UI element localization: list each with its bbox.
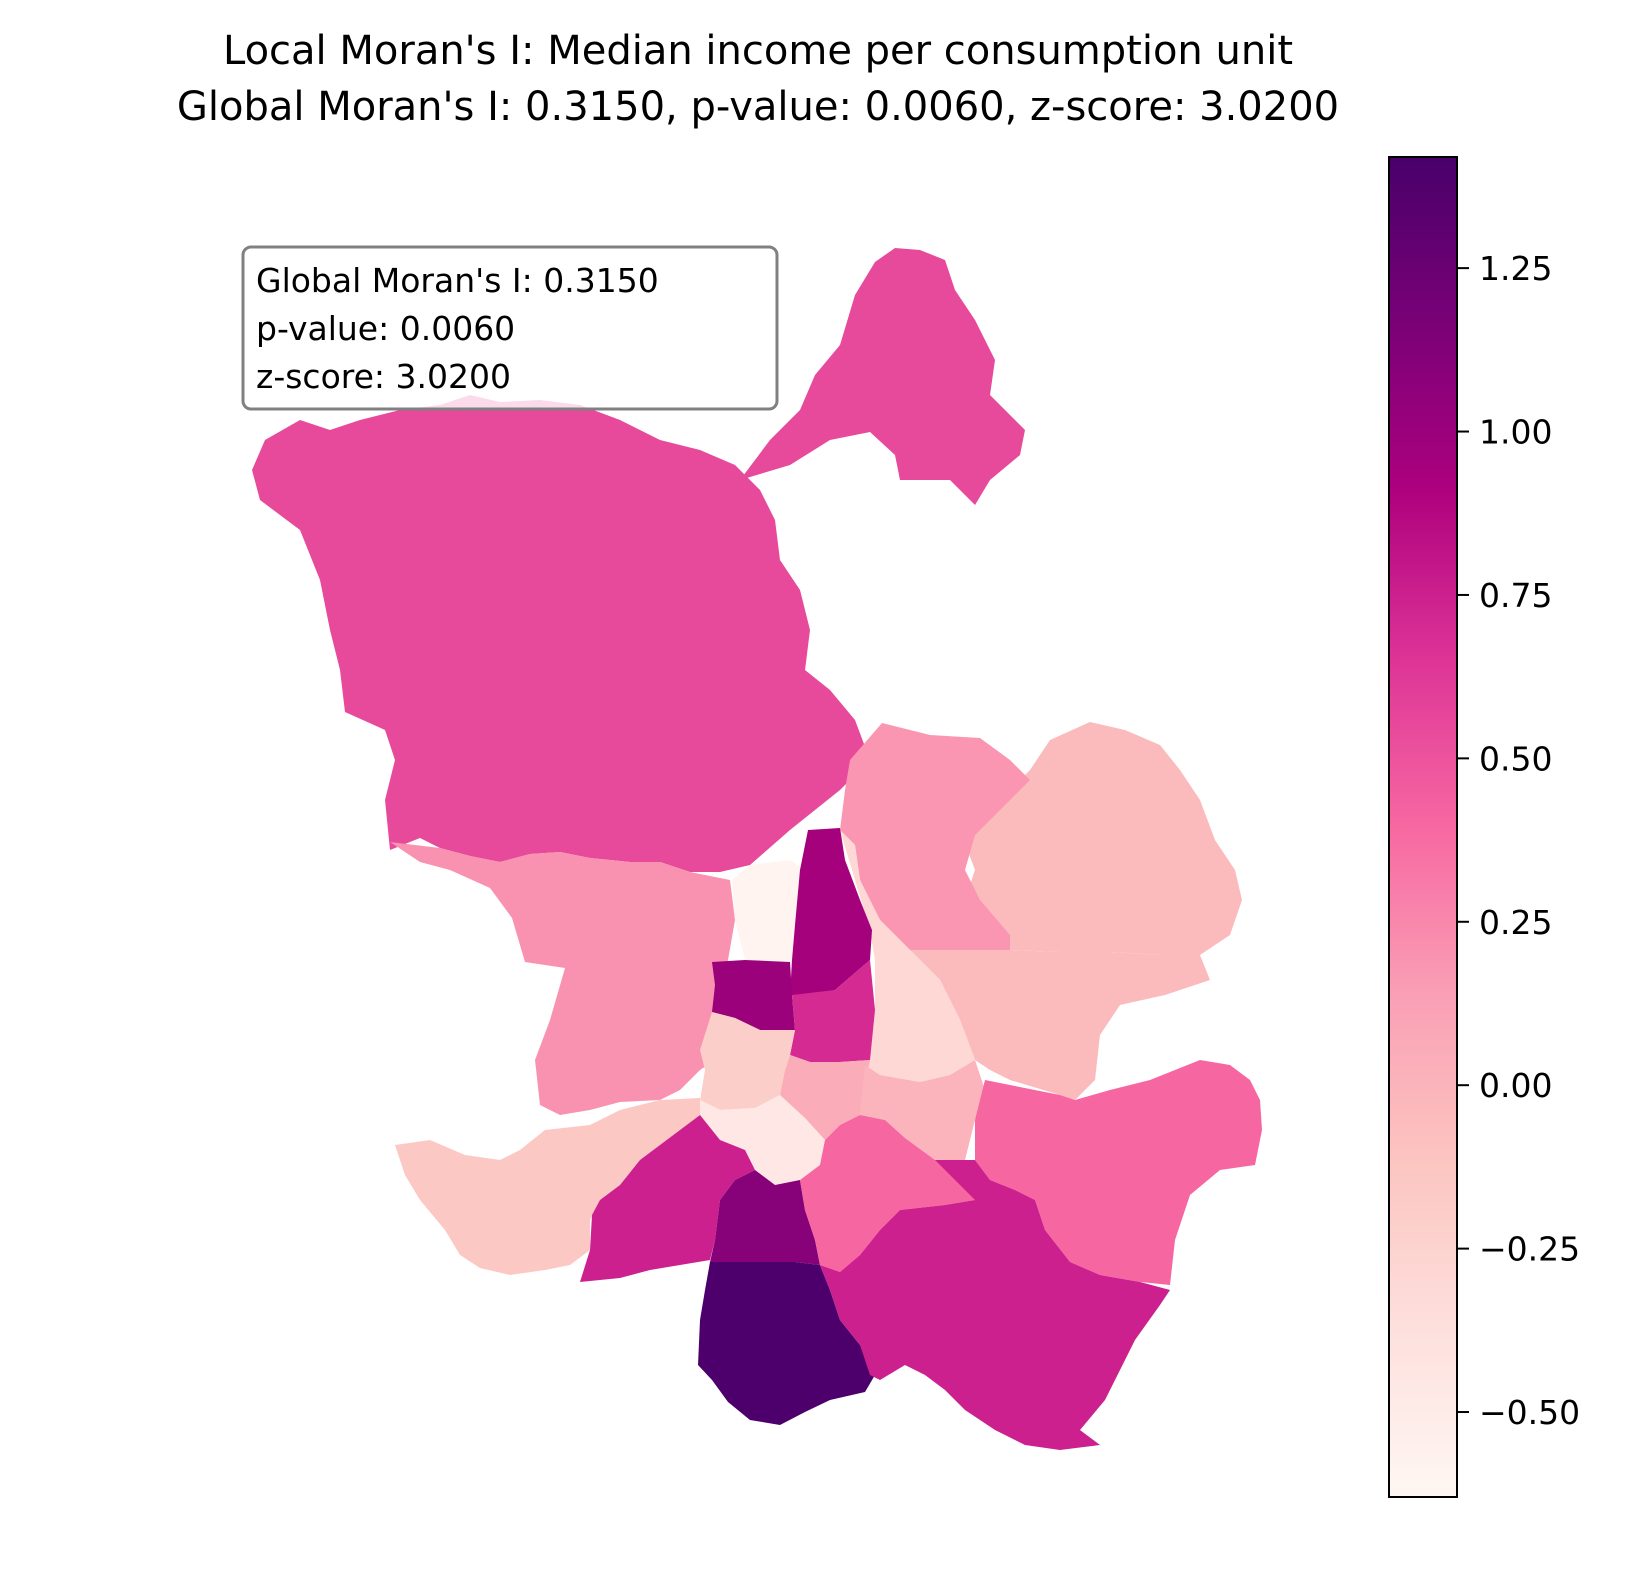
global-stats-box: Global Moran's I: 0.3150 p-value: 0.0060… [241, 245, 779, 411]
region-center-east-2 [860, 1060, 985, 1160]
stats-box-frame [241, 245, 779, 411]
region-center-core [790, 960, 875, 1062]
region-east-upper [960, 722, 1242, 955]
region-east-upper-inner [840, 723, 1030, 952]
chart-title-line-2: Global Moran's I: 0.3150, p-value: 0.006… [177, 84, 1339, 130]
colorbar-tick-label: −0.25 [1479, 1230, 1580, 1269]
stats-z-score: z-score: 3.0200 [256, 357, 511, 396]
colorbar: 1.25 1.00 0.75 0.50 0.25 0.00 −0.25 −0.50 [1388, 156, 1580, 1498]
region-northeast-lobe [740, 248, 1025, 505]
region-southeast [820, 1160, 1170, 1450]
map-regions [252, 248, 1262, 1450]
region-northwest-inner [390, 842, 735, 1115]
chart-title-line-1: Local Moran's I: Median income per consu… [223, 28, 1293, 74]
region-north-large [252, 395, 870, 872]
region-center-white [732, 860, 805, 962]
region-south-center [710, 1170, 820, 1265]
colorbar-tick-label: 0.50 [1479, 739, 1552, 778]
region-center-west-small [712, 960, 795, 1030]
colorbar-tick-label: 0.00 [1479, 1066, 1552, 1105]
region-east-middle [910, 950, 1210, 1100]
region-center-magenta-strip [790, 828, 872, 998]
region-center-south-light [700, 1095, 825, 1185]
colorbar-ticks: 1.25 1.00 0.75 0.50 0.25 0.00 −0.25 −0.50 [1457, 249, 1580, 1432]
colorbar-tick-label: 0.75 [1479, 576, 1552, 615]
colorbar-tick-label: −0.50 [1479, 1393, 1580, 1432]
region-center-south-pale [700, 1012, 795, 1110]
region-southwest [395, 1098, 700, 1275]
region-south-deep [698, 1262, 875, 1425]
stats-p-value: p-value: 0.0060 [256, 309, 515, 348]
colorbar-tick-label: 0.25 [1479, 903, 1552, 942]
region-east-lower [975, 1060, 1262, 1285]
stats-morans-i: Global Moran's I: 0.3150 [256, 261, 659, 300]
colorbar-scale [1388, 156, 1458, 1498]
colorbar-tick-label: 1.25 [1479, 249, 1552, 288]
colorbar-tick-label: 1.00 [1479, 413, 1552, 452]
region-center-east-light [780, 1055, 870, 1140]
region-south-east-inner [800, 1115, 975, 1272]
region-south-west-inner [580, 1115, 755, 1282]
